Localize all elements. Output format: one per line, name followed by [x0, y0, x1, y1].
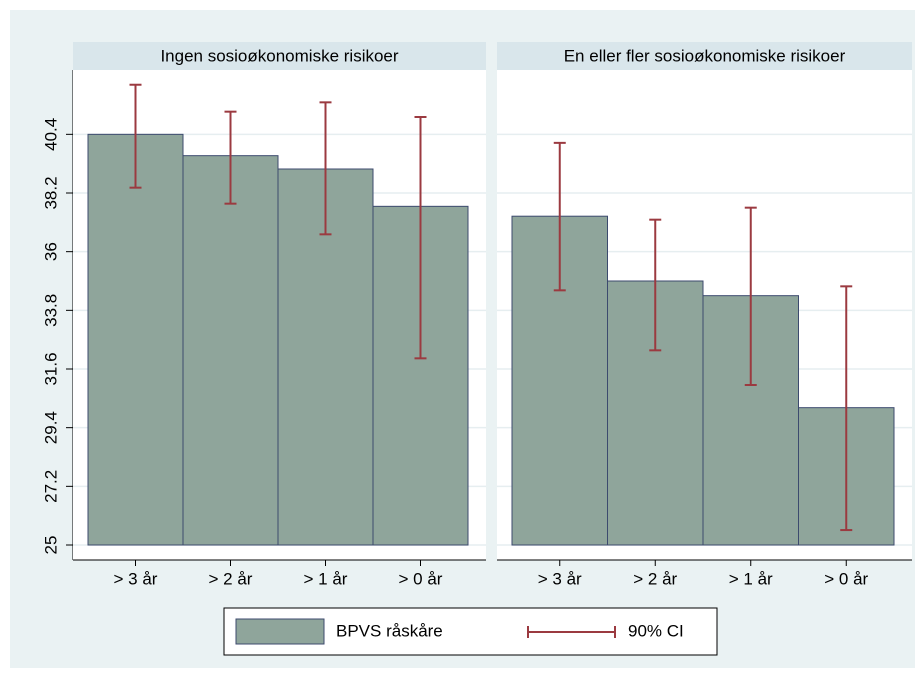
legend-label: 90% CI: [628, 621, 684, 640]
panel-title: En eller fler sosioøkonomiske risikoer: [564, 46, 846, 65]
x-tick-label: > 1 år: [304, 569, 348, 588]
panel-header: [497, 42, 912, 70]
x-tick-label: > 0 år: [824, 569, 868, 588]
y-tick-label: 29.4: [41, 411, 60, 444]
x-tick-label: > 3 år: [114, 569, 158, 588]
y-tick-label: 25: [41, 536, 60, 555]
x-tick-label: > 1 år: [729, 569, 773, 588]
x-tick-label: > 2 år: [209, 569, 253, 588]
legend-label: BPVS råskåre: [336, 621, 443, 640]
y-tick-label: 36: [41, 242, 60, 261]
y-tick-label: 38.2: [41, 176, 60, 209]
legend-swatch: [235, 618, 325, 645]
y-tick-label: 27.2: [41, 470, 60, 503]
x-tick-label: > 2 år: [633, 569, 677, 588]
y-tick-label: 33.8: [41, 294, 60, 327]
panel-title: Ingen sosioøkonomiske risikoer: [160, 46, 398, 65]
y-tick-label: 40.4: [41, 118, 60, 151]
x-tick-label: > 0 år: [399, 569, 443, 588]
panel-header: [73, 42, 486, 70]
x-tick-label: > 3 år: [538, 569, 582, 588]
bar: [182, 155, 279, 546]
bar: [87, 133, 184, 546]
y-tick-label: 31.6: [41, 352, 60, 385]
